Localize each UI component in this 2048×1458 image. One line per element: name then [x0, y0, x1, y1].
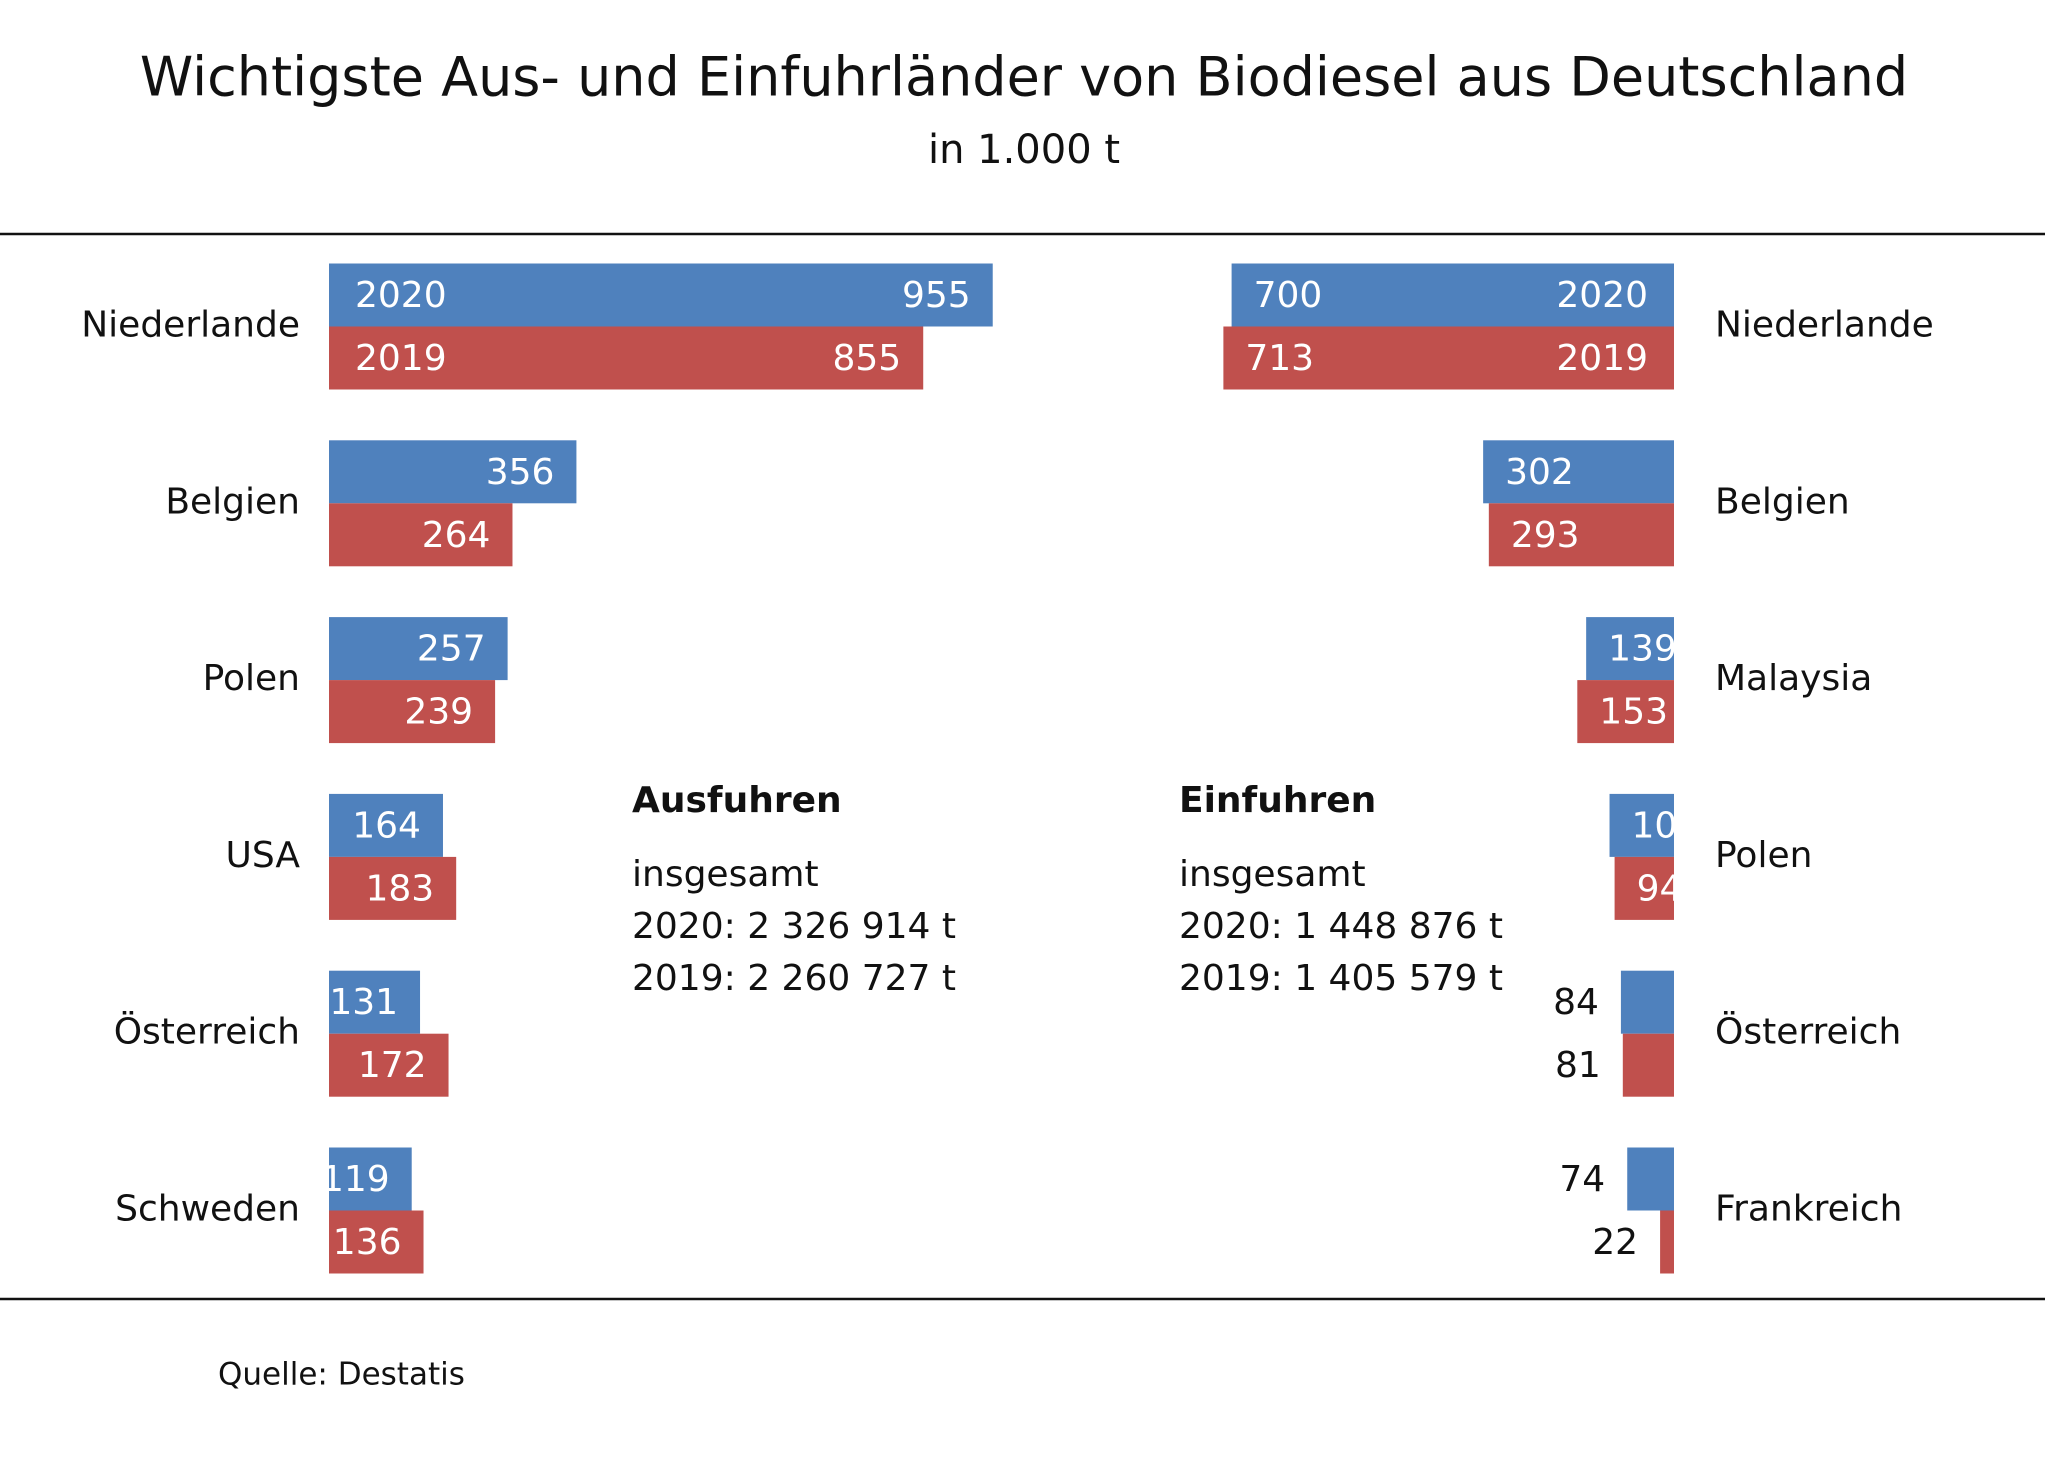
bar [329, 680, 496, 744]
value-label: 94 [1637, 868, 1683, 909]
value-label: 855 [833, 338, 902, 379]
chart-title: Wichtigste Aus- und Einfuhrländer von Bi… [140, 46, 1908, 109]
value-label: 955 [902, 275, 971, 316]
value-label: 356 [486, 452, 555, 493]
bar [329, 440, 577, 504]
bar [1577, 680, 1674, 744]
bar [1231, 263, 1674, 327]
value-label: 293 [1511, 515, 1580, 556]
category-label: Belgien [165, 481, 300, 522]
category-label: Polen [203, 658, 300, 699]
annotation-line: insgesamt [632, 854, 819, 895]
bar [329, 793, 443, 857]
category-label: USA [226, 835, 301, 876]
value-label: 22 [1592, 1222, 1638, 1263]
category-label: Niederlande [1715, 305, 1934, 346]
value-label: 183 [365, 868, 434, 909]
bar [1223, 326, 1674, 390]
value-label: 102 [1632, 805, 1701, 846]
category-label: Belgien [1715, 481, 1850, 522]
bar [329, 856, 457, 920]
value-label: 136 [333, 1222, 402, 1263]
value-label: 74 [1559, 1159, 1605, 1200]
category-label: Malaysia [1715, 658, 1872, 699]
annotation-heading: Einfuhren [1179, 780, 1376, 821]
bar [1614, 856, 1674, 920]
chart-subtitle: in 1.000 t [928, 127, 1120, 173]
value-label: 172 [358, 1045, 427, 1086]
category-label: Schweden [115, 1189, 300, 1230]
bar [1609, 793, 1674, 857]
annotation-line: 2019: 1 405 579 t [1179, 958, 1503, 999]
bar [329, 263, 993, 327]
value-label: 139 [1608, 629, 1677, 670]
bar [329, 970, 421, 1034]
category-label: Österreich [1715, 1011, 1901, 1053]
value-label: 119 [321, 1159, 390, 1200]
bar [1586, 617, 1674, 681]
value-label: 257 [417, 629, 486, 670]
bar [329, 503, 513, 567]
annotation-line: 2020: 2 326 914 t [632, 906, 956, 947]
series-label: 2020 [355, 275, 447, 316]
value-label: 302 [1505, 452, 1574, 493]
bar [1622, 1033, 1674, 1097]
value-label: 700 [1254, 275, 1323, 316]
bar [329, 617, 508, 681]
annotation-line: 2019: 2 260 727 t [632, 958, 956, 999]
value-label: 153 [1599, 692, 1668, 733]
annotation-heading: Ausfuhren [632, 780, 842, 821]
bar [329, 326, 924, 390]
bar [1483, 440, 1674, 504]
annotation-line: 2020: 1 448 876 t [1179, 906, 1503, 947]
value-label: 84 [1553, 982, 1599, 1023]
value-label: 264 [422, 515, 491, 556]
series-label: 2019 [1556, 338, 1648, 379]
category-label: Niederlande [81, 305, 300, 346]
bar [329, 1210, 424, 1274]
annotation-line: insgesamt [1179, 854, 1366, 895]
category-label: Polen [1715, 835, 1812, 876]
bar [1660, 1210, 1674, 1274]
category-label: Frankreich [1715, 1189, 1902, 1230]
bar [1627, 1147, 1674, 1211]
value-label: 164 [352, 805, 421, 846]
series-label: 2019 [355, 338, 447, 379]
value-label: 131 [329, 982, 398, 1023]
bar [329, 1147, 412, 1211]
value-label: 81 [1555, 1045, 1601, 1086]
source: Quelle: Destatis [218, 1357, 465, 1393]
category-label: Österreich [114, 1011, 300, 1053]
value-label: 239 [404, 692, 473, 733]
series-label: 2020 [1556, 275, 1648, 316]
bar [329, 1033, 449, 1097]
value-label: 713 [1245, 338, 1314, 379]
bar [1620, 970, 1674, 1034]
bar [1488, 503, 1674, 567]
